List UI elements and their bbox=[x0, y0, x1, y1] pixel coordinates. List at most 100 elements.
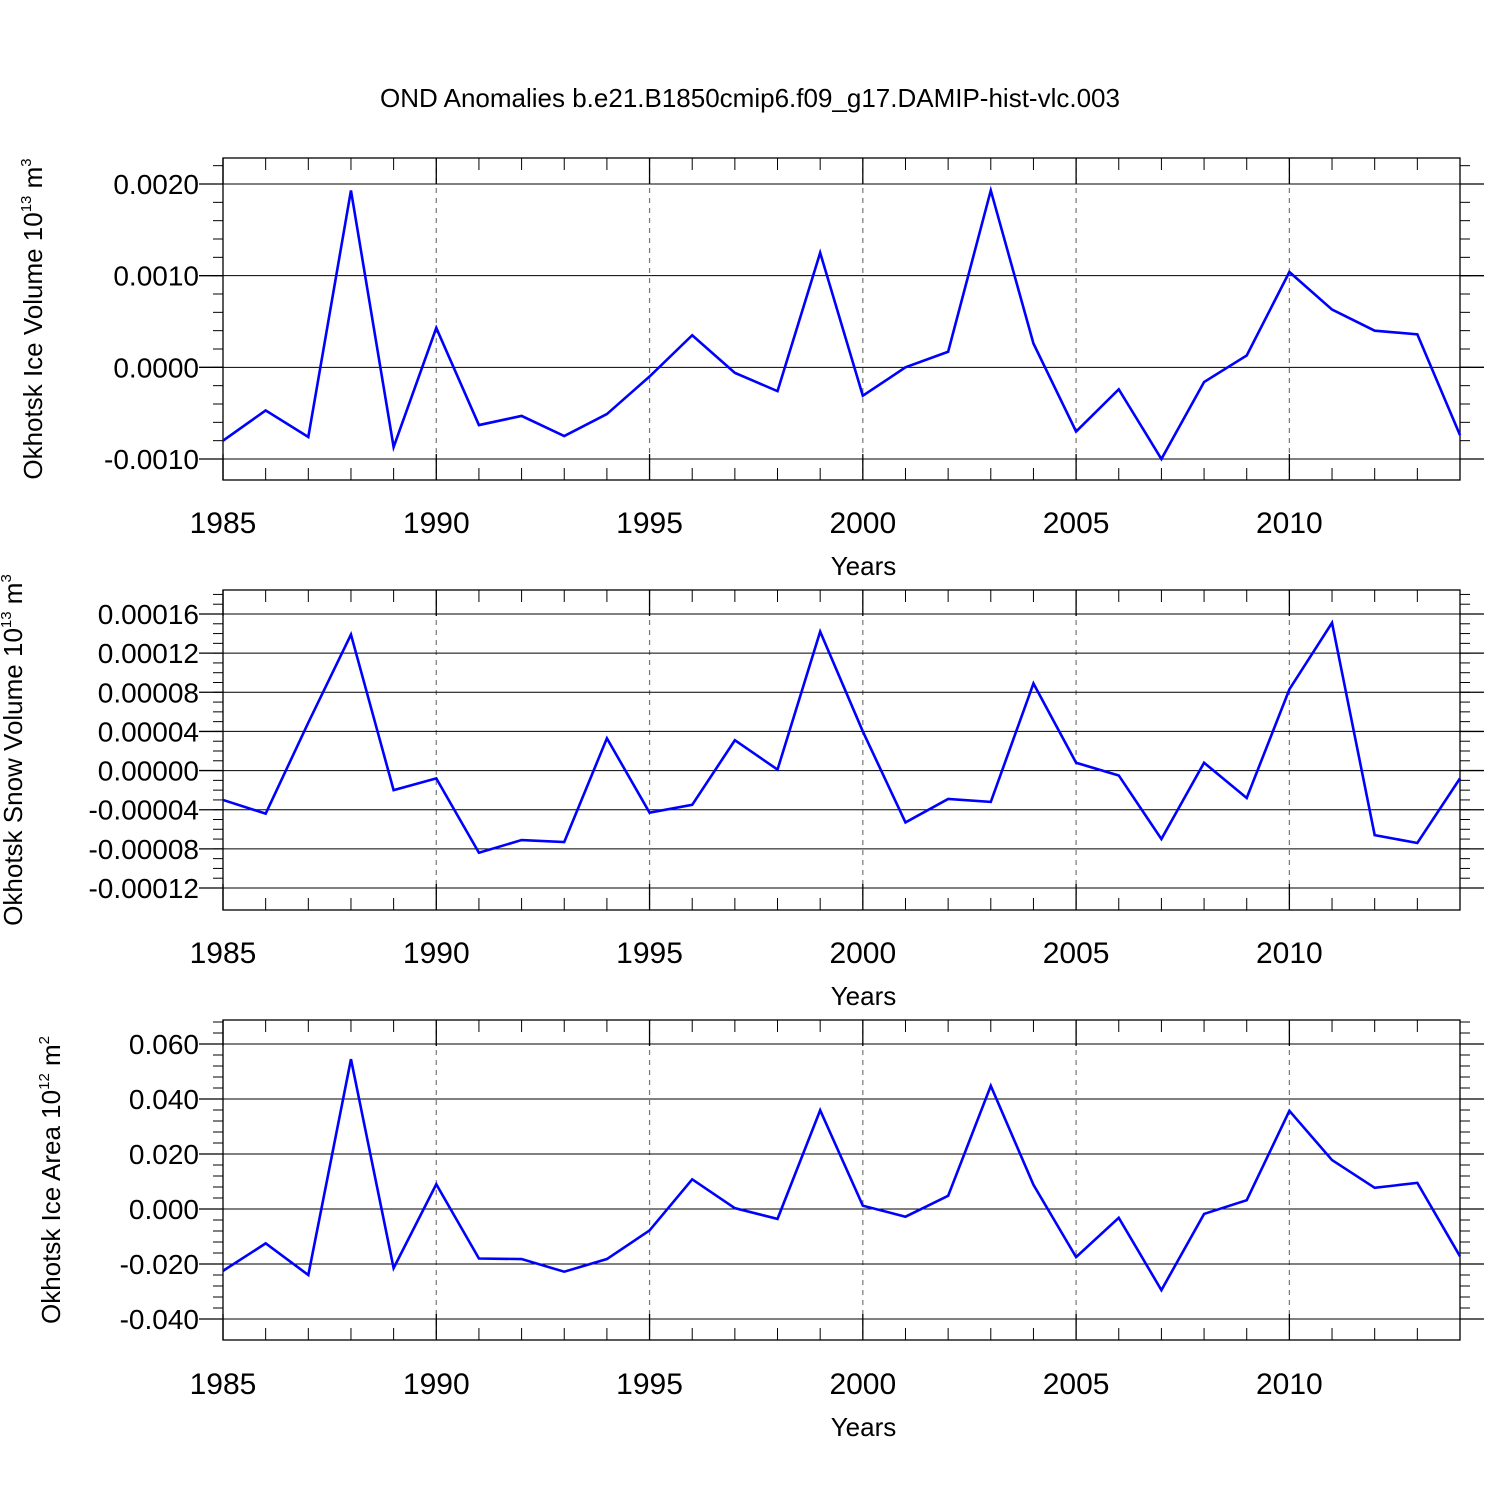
x-tick-label: 2005 bbox=[1043, 507, 1110, 540]
x-tick-label: 2010 bbox=[1256, 507, 1323, 540]
x-tick-label: 2000 bbox=[829, 507, 896, 540]
data-point bbox=[903, 1215, 907, 1219]
data-point bbox=[520, 414, 524, 418]
data-point bbox=[349, 188, 353, 192]
data-point bbox=[1330, 308, 1334, 312]
data-point bbox=[605, 736, 609, 740]
x-tick-label: 1995 bbox=[616, 1368, 683, 1401]
data-point bbox=[1202, 761, 1206, 765]
data-point bbox=[1159, 837, 1163, 841]
data-point bbox=[1202, 380, 1206, 384]
data-point bbox=[1458, 776, 1462, 780]
y-axis-title-unit-exponent: 2 bbox=[36, 1036, 53, 1044]
data-point bbox=[1031, 681, 1035, 685]
x-tick-label: 1995 bbox=[616, 507, 683, 540]
y-axis-title-unit: m bbox=[36, 1044, 66, 1073]
data-point bbox=[1074, 761, 1078, 765]
data-point bbox=[562, 434, 566, 438]
data-point bbox=[264, 408, 268, 412]
data-point bbox=[861, 1204, 865, 1208]
data-point bbox=[221, 1269, 225, 1273]
data-point bbox=[946, 797, 950, 801]
data-point bbox=[733, 1206, 737, 1210]
data-point bbox=[776, 389, 780, 393]
data-point bbox=[520, 1257, 524, 1261]
data-point bbox=[1031, 1183, 1035, 1187]
data-point bbox=[1117, 773, 1121, 777]
y-tick-label: 0.00004 bbox=[98, 716, 199, 747]
data-point bbox=[648, 375, 652, 379]
data-point bbox=[903, 365, 907, 369]
x-tick-label: 2005 bbox=[1043, 937, 1110, 970]
data-point bbox=[1202, 1212, 1206, 1216]
data-point bbox=[392, 1266, 396, 1270]
x-tick-label: 2010 bbox=[1256, 1368, 1323, 1401]
data-point bbox=[221, 798, 225, 802]
x-tick-label: 2000 bbox=[829, 937, 896, 970]
data-point bbox=[1117, 1216, 1121, 1220]
data-point bbox=[1373, 1186, 1377, 1190]
x-tick-label: 1995 bbox=[616, 937, 683, 970]
data-point bbox=[989, 800, 993, 804]
data-point bbox=[1074, 1255, 1078, 1259]
data-point bbox=[946, 350, 950, 354]
data-point bbox=[434, 326, 438, 330]
y-axis-title: Okhotsk Ice Volume 1013 m3 bbox=[18, 158, 48, 479]
data-point bbox=[1245, 353, 1249, 357]
y-axis-title-unit-exponent: 3 bbox=[0, 574, 15, 582]
data-point bbox=[306, 721, 310, 725]
data-point bbox=[733, 738, 737, 742]
data-point bbox=[1458, 1254, 1462, 1258]
data-point bbox=[818, 630, 822, 634]
data-point bbox=[392, 445, 396, 449]
data-point bbox=[861, 729, 865, 733]
data-point bbox=[903, 820, 907, 824]
y-axis-title-unit: m bbox=[18, 167, 48, 196]
data-point bbox=[605, 412, 609, 416]
data-point bbox=[690, 1177, 694, 1181]
data-point bbox=[1159, 457, 1163, 461]
data-point bbox=[1031, 342, 1035, 346]
data-point bbox=[1415, 332, 1419, 336]
data-point bbox=[1373, 833, 1377, 837]
data-point bbox=[690, 333, 694, 337]
data-point bbox=[1287, 1109, 1291, 1113]
series-line bbox=[222, 185, 1462, 462]
data-point bbox=[1287, 687, 1291, 691]
data-point bbox=[1373, 329, 1377, 333]
y-tick-label: 0.020 bbox=[129, 1139, 199, 1170]
x-tick-label: 1985 bbox=[190, 507, 257, 540]
data-point bbox=[605, 1257, 609, 1261]
figure-title: OND Anomalies b.e21.B1850cmip6.f09_g17.D… bbox=[380, 83, 1120, 113]
data-point bbox=[1415, 841, 1419, 845]
y-tick-label: 0.000 bbox=[129, 1194, 199, 1225]
data-point bbox=[1458, 433, 1462, 437]
data-point bbox=[434, 776, 438, 780]
data-point bbox=[989, 188, 993, 192]
y-tick-label: -0.00004 bbox=[88, 795, 199, 826]
data-point bbox=[434, 1182, 438, 1186]
data-point bbox=[477, 1257, 481, 1261]
y-tick-label: -0.00008 bbox=[88, 834, 199, 865]
chart-panel-2: 1985 1990 1995 2000 2005 2010 -0.00012 -0.00008… bbox=[0, 574, 1484, 1011]
data-point bbox=[477, 851, 481, 855]
data-point bbox=[264, 1241, 268, 1245]
y-axis-title: Okhotsk Snow Volume 1013 m3 bbox=[0, 574, 28, 926]
data-point bbox=[648, 811, 652, 815]
data-point bbox=[818, 1108, 822, 1112]
x-tick-label: 1985 bbox=[190, 1368, 257, 1401]
x-tick-label: 1990 bbox=[403, 1368, 470, 1401]
data-point bbox=[776, 1217, 780, 1221]
data-point bbox=[562, 840, 566, 844]
y-axis-title-exponent: 13 bbox=[0, 611, 15, 628]
chart-panel-1: 1985 1990 1995 2000 2005 2010 -0.0010 0.0000 0.0… bbox=[18, 157, 1484, 581]
data-point bbox=[861, 394, 865, 398]
y-tick-label: 0.00008 bbox=[98, 677, 199, 708]
data-point bbox=[1245, 796, 1249, 800]
data-point bbox=[818, 251, 822, 255]
data-point bbox=[1287, 270, 1291, 274]
y-tick-label: 0.00000 bbox=[98, 756, 199, 787]
data-point bbox=[1330, 1158, 1334, 1162]
plot-frame bbox=[222, 157, 1461, 481]
y-tick-label: -0.0010 bbox=[104, 444, 199, 475]
